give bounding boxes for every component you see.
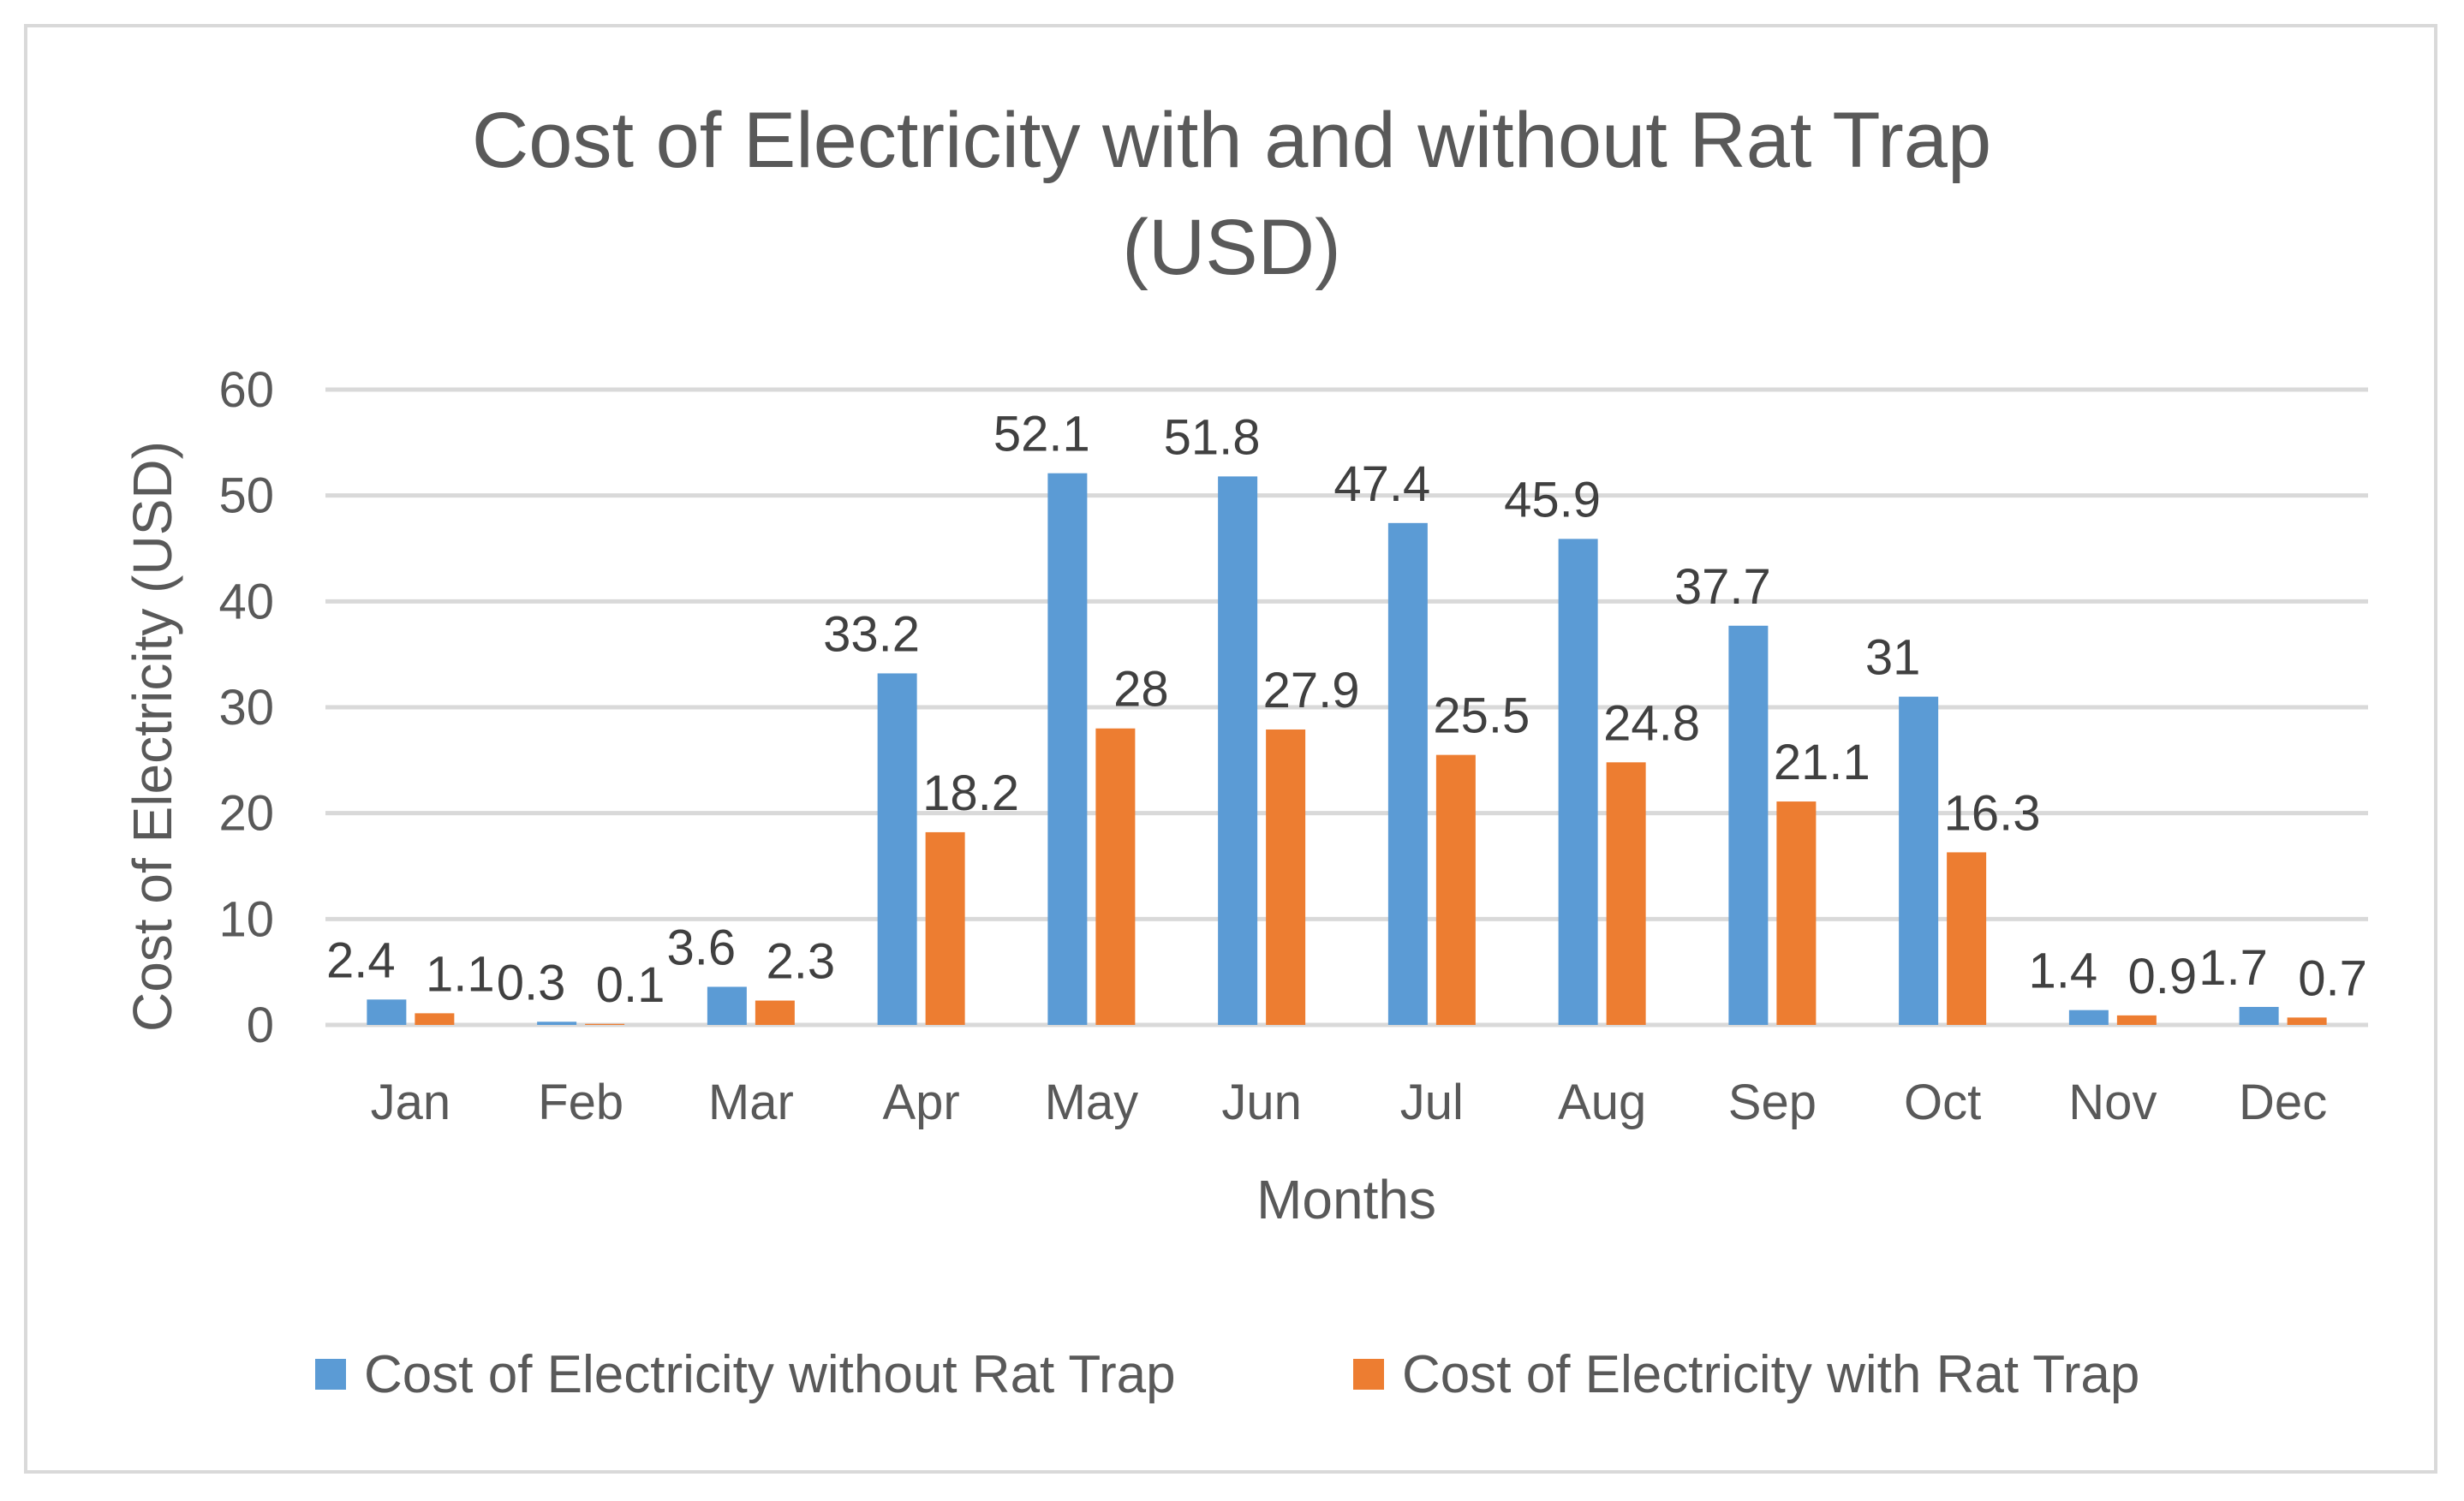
bar-with-rat-trap [755, 1000, 795, 1025]
bar-without-rat-trap [1558, 539, 1598, 1025]
bar-without-rat-trap [1047, 473, 1088, 1025]
y-axis-title: Cost of Electricity (USD) [122, 441, 183, 1032]
data-label-without-rat-trap: 47.4 [1333, 456, 1430, 512]
data-label-with-rat-trap: 25.5 [1433, 688, 1530, 744]
x-tick-label: Apr [882, 1075, 959, 1130]
x-tick-label: Feb [538, 1075, 623, 1130]
bar-with-rat-trap [585, 1023, 625, 1025]
data-labels: 2.4 1.1 0.3 0.13.6 2.3 33.2 18.2 52.1 28 51.8 27.9… [326, 407, 2367, 1013]
data-label-with-rat-trap: 18.2 [922, 765, 1019, 821]
data-label-without-rat-trap: 1.7 [2199, 940, 2268, 996]
data-label-without-rat-trap: 51.8 [1164, 409, 1261, 465]
bar-with-rat-trap [1266, 729, 1306, 1025]
legend-label-with-rat-trap: Cost of Electricity with Rat Trap [1402, 1345, 2139, 1404]
x-tick-label: Oct [1904, 1075, 1981, 1130]
data-label-with-rat-trap: 0.9 [2128, 949, 2198, 1004]
y-tick-label: 20 [218, 786, 274, 842]
bar-without-rat-trap [2068, 1010, 2109, 1025]
x-tick-label: Jun [1221, 1075, 1302, 1130]
bar-with-rat-trap [2287, 1017, 2327, 1025]
bar-without-rat-trap [1728, 625, 1769, 1025]
data-label-with-rat-trap: 27.9 [1263, 663, 1360, 718]
y-tick-label: 10 [218, 891, 274, 947]
bar-without-rat-trap [877, 673, 917, 1025]
data-label-without-rat-trap: 33.2 [823, 606, 920, 662]
bar-without-rat-trap [707, 986, 747, 1025]
y-tick-label: 60 [218, 362, 274, 418]
data-label-with-rat-trap: 0.1 [596, 957, 665, 1013]
data-label-with-rat-trap: 21.1 [1774, 735, 1870, 790]
data-label-without-rat-trap: 2.4 [326, 932, 396, 988]
y-tick-label: 0 [247, 998, 274, 1053]
x-tick-label: Jul [1400, 1075, 1464, 1130]
data-label-with-rat-trap: 28 [1113, 662, 1169, 718]
y-tick-label: 30 [218, 680, 274, 736]
bar-without-rat-trap [2239, 1006, 2279, 1025]
x-tick-label: Aug [1558, 1075, 1646, 1130]
bar-with-rat-trap [1776, 801, 1817, 1025]
x-axis-ticks: Jan Feb Mar Apr May Jun Jul Aug Sep Oct Nov Dec [371, 1075, 2328, 1130]
legend-label-without-rat-trap: Cost of Electricity without Rat Trap [364, 1345, 1176, 1404]
x-tick-label: Nov [2068, 1075, 2157, 1130]
bar-with-rat-trap [415, 1013, 455, 1025]
chart-title-line-1: Cost of Electricity with and without Rat… [472, 97, 1991, 184]
data-label-without-rat-trap: 45.9 [1504, 472, 1601, 527]
bar-with-rat-trap [1606, 762, 1646, 1025]
chart-title-line-2: (USD) [1122, 204, 1341, 291]
legend-swatch-with-rat-trap [1353, 1359, 1384, 1390]
y-tick-label: 40 [218, 574, 274, 629]
data-label-with-rat-trap: 2.3 [767, 934, 836, 990]
data-label-without-rat-trap: 3.6 [667, 920, 737, 975]
bar-with-rat-trap [925, 831, 965, 1025]
bar-without-rat-trap [1387, 522, 1428, 1025]
x-tick-label: Mar [708, 1075, 794, 1130]
x-tick-label: Dec [2239, 1075, 2327, 1130]
bar-with-rat-trap [2116, 1015, 2157, 1025]
x-tick-label: Sep [1728, 1075, 1817, 1130]
legend: Cost of Electricity without Rat Trap Cos… [315, 1345, 2139, 1404]
data-label-with-rat-trap: 0.7 [2298, 950, 2367, 1006]
data-label-without-rat-trap: 52.1 [993, 407, 1090, 462]
y-tick-label: 50 [218, 468, 274, 524]
data-label-without-rat-trap: 0.3 [497, 955, 566, 1010]
bars [367, 473, 2327, 1025]
x-tick-label: May [1045, 1075, 1139, 1130]
data-label-with-rat-trap: 1.1 [426, 946, 495, 1002]
y-axis-ticks: 0 10 20 30 40 50 60 [218, 362, 274, 1053]
legend-swatch-without-rat-trap [315, 1359, 346, 1390]
bar-with-rat-trap [1435, 754, 1476, 1025]
data-label-without-rat-trap: 37.7 [1674, 559, 1771, 615]
data-label-with-rat-trap: 16.3 [1944, 785, 2041, 841]
bar-without-rat-trap [367, 999, 407, 1025]
data-label-without-rat-trap: 31 [1865, 630, 1921, 686]
bar-with-rat-trap [1095, 728, 1136, 1025]
bar-with-rat-trap [1947, 852, 1987, 1025]
bar-without-rat-trap [1218, 476, 1258, 1025]
data-label-with-rat-trap: 24.8 [1603, 695, 1700, 751]
bar-without-rat-trap [537, 1022, 577, 1025]
bar-without-rat-trap [1899, 696, 1939, 1025]
data-label-without-rat-trap: 1.4 [2029, 944, 2098, 999]
x-tick-label: Jan [371, 1075, 451, 1130]
x-axis-title: Months [1256, 1169, 1436, 1230]
gridlines [325, 387, 2368, 1027]
